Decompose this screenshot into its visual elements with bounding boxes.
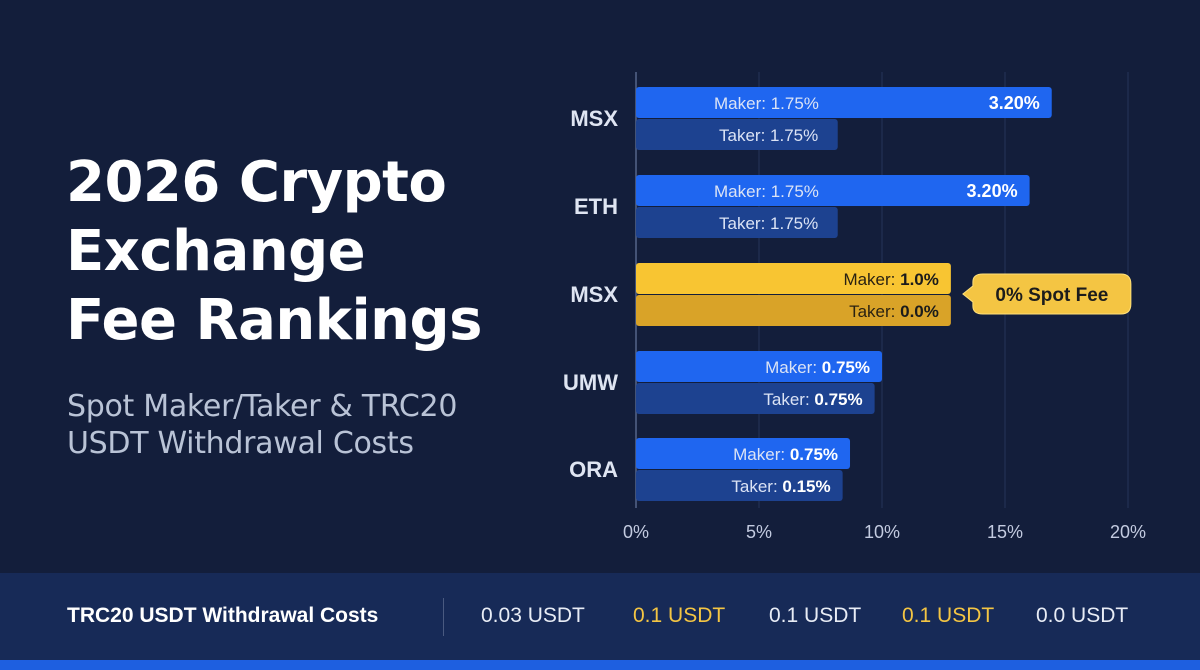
category-label: ETH: [574, 194, 618, 219]
title-line-1: 2026 Crypto: [66, 150, 447, 215]
maker-bar: [636, 438, 851, 469]
taker-bar: [636, 119, 838, 150]
taker-value-label: Taker: 0.0%: [849, 302, 939, 321]
taker-value-label: Taker: 0.15%: [731, 477, 830, 496]
footer-accent-bar: [0, 660, 1200, 670]
subtitle-line-2: USDT Withdrawal Costs: [67, 426, 414, 461]
page-title: 2026 Crypto Exchange Fee Rankings: [66, 148, 526, 355]
page-subtitle: Spot Maker/Taker & TRC20 USDT Withdrawal…: [67, 388, 537, 462]
taker-bar: [636, 207, 838, 238]
x-tick-label: 5%: [746, 522, 772, 542]
fee-bar-chart: 0% 5% 10% 15% 20% MSX Maker: 1.75% 3.20% Taker: …: [563, 72, 1146, 542]
maker-value-label: Maker: 1.0%: [843, 270, 938, 289]
maker-bar: [636, 351, 882, 382]
footer-label: TRC20 USDT Withdrawal Costs: [67, 604, 379, 627]
total-fee-label: 3.20%: [967, 181, 1018, 201]
category-label: MSX: [570, 106, 618, 131]
footer-value-1: 0.03 USDT: [481, 604, 585, 627]
category-label: UMW: [563, 370, 618, 395]
maker-bar: [636, 87, 1052, 118]
taker-value-label: Taker: 0.75%: [763, 390, 862, 409]
taker-value-label: Taker: 1.75%: [719, 214, 818, 233]
footer-value-3: 0.1 USDT: [769, 604, 862, 627]
x-tick-label: 0%: [623, 522, 649, 542]
x-tick-label: 20%: [1110, 522, 1146, 542]
maker-value-label: Maker: 0.75%: [765, 358, 870, 377]
footer-value-5: 0.0 USDT: [1036, 604, 1129, 627]
footer-value-2: 0.1 USDT: [633, 604, 726, 627]
subtitle-line-1: Spot Maker/Taker & TRC20: [67, 389, 458, 424]
footer-value-4: 0.1 USDT: [902, 604, 995, 627]
footer-band: [0, 573, 1200, 670]
callout-text: 0% Spot Fee: [995, 285, 1108, 306]
maker-bar: [636, 175, 1030, 206]
callout-shape: [962, 273, 1132, 315]
maker-value-label: Maker: 1.75%: [714, 182, 819, 201]
category-label: MSX: [570, 282, 618, 307]
x-tick-label: 10%: [864, 522, 900, 542]
taker-bar: [636, 383, 875, 414]
taker-bar: [636, 295, 951, 326]
x-tick-label: 15%: [987, 522, 1023, 542]
title-line-2: Exchange: [66, 219, 366, 284]
taker-value-label: Taker: 1.75%: [719, 126, 818, 145]
taker-bar: [636, 470, 843, 501]
footer-divider: [443, 598, 444, 636]
category-label: ORA: [569, 457, 618, 482]
title-line-3: Fee Rankings: [66, 288, 482, 353]
maker-bar: [636, 263, 951, 294]
total-fee-label: 3.20%: [989, 93, 1040, 113]
callout-badge: 0% Spot Fee: [962, 273, 1132, 315]
maker-value-label: Maker: 1.75%: [714, 94, 819, 113]
maker-value-label: Maker: 0.75%: [733, 445, 838, 464]
